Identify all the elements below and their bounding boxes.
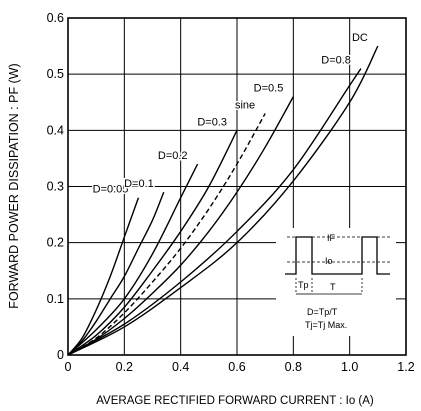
series-label: D=0.2	[158, 150, 188, 162]
x-axis-title: AVERAGE RECTIFIED FORWARD CURRENT : Io (…	[96, 395, 374, 407]
series-line	[67, 45, 379, 356]
inset-label-io: Io	[325, 256, 333, 266]
inset-label-tp: Tp	[298, 280, 309, 290]
x-tick-label: 0	[65, 360, 72, 374]
inset-label-if: IF	[327, 233, 336, 243]
y-tick-label: 0.2	[47, 236, 64, 250]
inset-pulse-waveform	[285, 236, 390, 275]
series-line	[67, 197, 140, 356]
x-tick-label: 0.4	[172, 360, 189, 374]
y-tick-label: 0	[57, 348, 64, 362]
y-tick-label: 0.1	[47, 292, 64, 306]
plot-area-frame	[67, 17, 407, 356]
y-axis-title: FORWARD POWER DISSIPATION : PF (W)	[7, 63, 21, 308]
inset-label-duty: D=Tp/T	[307, 307, 338, 317]
series-label: D=0.1	[124, 178, 154, 190]
series-label: D=0.5	[254, 83, 284, 95]
series-line	[67, 191, 165, 356]
y-tick-label: 0.3	[47, 180, 64, 194]
series-line	[67, 96, 294, 356]
series-label: D=0.3	[197, 116, 227, 128]
y-tick-label: 0.5	[47, 67, 64, 81]
series-curves	[67, 45, 379, 356]
inset-label-tj: Tj=Tj Max.	[305, 320, 347, 330]
series-line	[67, 113, 266, 356]
inset-label-t: T	[330, 282, 336, 292]
x-tick-label: 0.2	[116, 360, 133, 374]
y-tick-label: 0.6	[47, 11, 64, 25]
series-label: DC	[352, 32, 368, 44]
series-label: D=0.05	[93, 184, 129, 196]
series-line	[67, 163, 199, 356]
x-tick-label: 1.0	[341, 360, 358, 374]
x-tick-label: 0.8	[285, 360, 302, 374]
duty-cycle-inset: IF Io Tp T D=Tp/T Tj=Tj Max.	[276, 228, 396, 336]
series-label: sine	[235, 99, 255, 111]
series-label: D=0.8	[321, 55, 351, 67]
series-line	[67, 68, 362, 356]
x-tick-label: 0.6	[228, 360, 245, 374]
x-tick-label: 1.2	[397, 360, 414, 374]
tick-labels: 0 0.2 0.4 0.6 0.8 1.0 1.2 0 0.1 0.2 0.3 0.4 0.5 0.6	[47, 11, 415, 374]
y-tick-label: 0.4	[47, 123, 64, 137]
series-line	[67, 130, 238, 356]
series-labels: D=0.05D=0.1 D=0.2 D=0.3 sine D=0.5 D=0.8DC	[91, 31, 369, 198]
